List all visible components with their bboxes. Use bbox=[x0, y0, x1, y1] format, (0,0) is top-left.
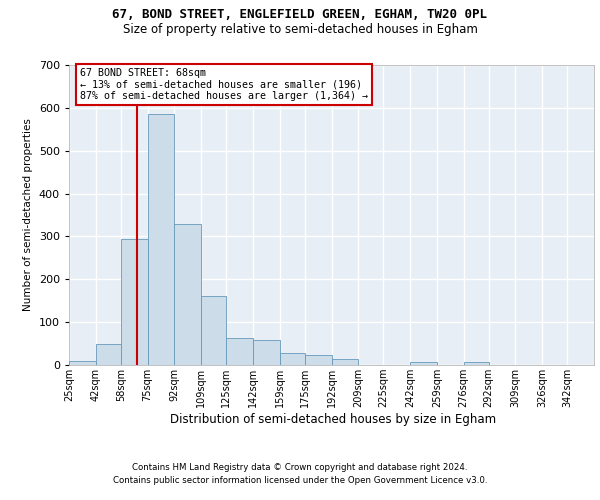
Bar bbox=[331, 358, 358, 365]
Bar bbox=[148, 114, 175, 365]
Bar bbox=[464, 362, 488, 365]
Bar bbox=[121, 238, 148, 365]
Bar bbox=[201, 296, 226, 365]
Text: Size of property relative to semi-detached houses in Egham: Size of property relative to semi-detach… bbox=[122, 22, 478, 36]
Text: 67, BOND STREET, ENGLEFIELD GREEN, EGHAM, TW20 0PL: 67, BOND STREET, ENGLEFIELD GREEN, EGHAM… bbox=[113, 8, 487, 20]
Text: Contains public sector information licensed under the Open Government Licence v3: Contains public sector information licen… bbox=[113, 476, 487, 485]
Y-axis label: Number of semi-detached properties: Number of semi-detached properties bbox=[23, 118, 33, 312]
Bar bbox=[175, 224, 201, 365]
Bar bbox=[69, 360, 96, 365]
Text: 67 BOND STREET: 68sqm
← 13% of semi-detached houses are smaller (196)
87% of sem: 67 BOND STREET: 68sqm ← 13% of semi-deta… bbox=[79, 68, 367, 101]
Bar bbox=[410, 362, 437, 365]
Bar bbox=[305, 354, 331, 365]
Text: Contains HM Land Registry data © Crown copyright and database right 2024.: Contains HM Land Registry data © Crown c… bbox=[132, 462, 468, 471]
Bar bbox=[226, 338, 253, 365]
Bar bbox=[280, 353, 305, 365]
Text: Distribution of semi-detached houses by size in Egham: Distribution of semi-detached houses by … bbox=[170, 412, 496, 426]
Bar bbox=[253, 340, 280, 365]
Bar bbox=[96, 344, 121, 365]
